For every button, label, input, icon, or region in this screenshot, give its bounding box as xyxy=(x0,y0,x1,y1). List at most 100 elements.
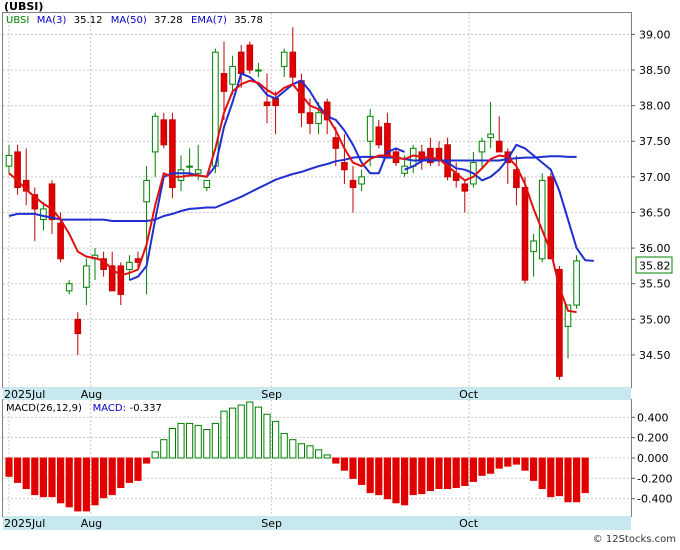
candle xyxy=(315,102,322,135)
candle xyxy=(83,258,90,306)
legend-entry: UBSI xyxy=(6,15,29,26)
candle xyxy=(14,144,21,195)
macd-bar xyxy=(401,457,409,506)
candle xyxy=(495,116,503,153)
macd-bar xyxy=(194,424,202,459)
macd-bar xyxy=(263,413,271,459)
candle xyxy=(332,126,340,167)
candle xyxy=(117,262,125,306)
macd-bar xyxy=(134,457,142,481)
candle xyxy=(143,166,150,295)
macd-bar xyxy=(444,457,452,490)
macd-ytick-label: -0.200 xyxy=(637,472,672,485)
macd-bar xyxy=(555,457,563,497)
macd-bar xyxy=(297,443,305,459)
macd-bar xyxy=(418,457,426,495)
macd-bar xyxy=(564,457,572,503)
ma50-line xyxy=(8,155,577,222)
macd-bar xyxy=(512,457,520,465)
macd-bar xyxy=(461,457,469,486)
macd-bar xyxy=(504,457,512,467)
legend-entry: MA(3) xyxy=(37,15,67,26)
price-ytick-label: 36.00 xyxy=(639,242,671,255)
price-ytick-label: 39.00 xyxy=(639,28,671,41)
macd-ytick-label: -0.400 xyxy=(637,493,672,506)
candle xyxy=(5,144,13,174)
price-xtick-label: 2025Jul xyxy=(4,388,45,401)
candle xyxy=(547,173,555,260)
ma3-line xyxy=(129,72,405,282)
legend-entry: MACD: xyxy=(93,403,126,414)
candle xyxy=(220,41,228,120)
price-xtick-label: Oct xyxy=(459,388,479,401)
candle xyxy=(151,112,159,177)
macd-bar xyxy=(547,457,555,498)
last-price-label: 35.82 xyxy=(639,260,671,273)
macd-ytick-label: 0.200 xyxy=(637,432,669,445)
macd-xtick-label: Aug xyxy=(81,517,102,530)
macd-bar xyxy=(74,457,82,512)
macd-bar xyxy=(487,457,495,474)
macd-bar xyxy=(530,457,538,481)
macd-bar xyxy=(143,457,151,464)
macd-bar xyxy=(521,457,529,471)
candle xyxy=(538,173,546,263)
candle xyxy=(169,112,176,199)
macd-bar xyxy=(65,457,73,508)
ema7-line xyxy=(8,79,577,314)
price-ytick-label: 37.00 xyxy=(639,171,671,184)
macd-bar xyxy=(48,457,56,498)
legend-entry: 35.12 xyxy=(74,15,103,26)
macd-bar xyxy=(246,401,254,459)
watermark: © 12Stocks.com xyxy=(593,534,676,545)
candle xyxy=(289,27,297,85)
macd-bar xyxy=(383,457,391,500)
candle xyxy=(521,176,529,284)
macd-bar xyxy=(538,457,546,490)
macd-bar xyxy=(220,410,228,459)
price-ytick-label: 34.50 xyxy=(639,349,671,362)
macd-ytick-label: 0.000 xyxy=(637,452,669,465)
macd-bar xyxy=(340,457,348,471)
macd-bar xyxy=(254,406,263,459)
candle xyxy=(126,255,133,281)
price-date-axis-band xyxy=(3,387,631,400)
macd-bar xyxy=(91,457,99,506)
macd-bar xyxy=(82,457,91,512)
macd-date-axis-band xyxy=(3,516,631,530)
candle xyxy=(74,312,82,355)
macd-bar xyxy=(289,439,297,459)
candle xyxy=(513,155,520,206)
macd-bar xyxy=(229,407,237,459)
macd-bar xyxy=(358,457,366,485)
candle xyxy=(358,169,365,192)
macd-bar xyxy=(573,457,581,503)
macd-bar xyxy=(117,457,125,489)
macd-xtick-label: Oct xyxy=(459,517,479,530)
macd-legend: MACD(26,12,9) MACD: -0.337 xyxy=(6,403,162,414)
price-ytick-label: 38.50 xyxy=(639,64,671,77)
macd-bar xyxy=(57,457,65,504)
macd-bar xyxy=(22,457,30,490)
candle xyxy=(573,255,580,309)
macd-bar xyxy=(237,404,245,459)
macd-bar xyxy=(186,422,194,459)
price-ytick-label: 37.50 xyxy=(639,135,671,148)
macd-bar xyxy=(366,457,374,494)
candle xyxy=(246,41,254,74)
price-ytick-label: 35.50 xyxy=(639,278,671,291)
macd-bar xyxy=(100,457,108,499)
macd-bar xyxy=(581,457,589,494)
macd-bar xyxy=(280,433,288,459)
price-ytick-label: 36.50 xyxy=(639,206,671,219)
legend-entry: -0.337 xyxy=(130,403,162,414)
macd-bar xyxy=(31,457,39,496)
macd-bar xyxy=(426,457,434,492)
macd-bar xyxy=(14,457,22,483)
candle xyxy=(65,280,73,295)
candle xyxy=(349,166,357,213)
candle xyxy=(564,304,572,359)
price-legend: UBSI MA(3) 35.12 MA(50) 37.28 EMA(7) 35.78 xyxy=(6,15,263,26)
macd-bar xyxy=(211,422,220,459)
